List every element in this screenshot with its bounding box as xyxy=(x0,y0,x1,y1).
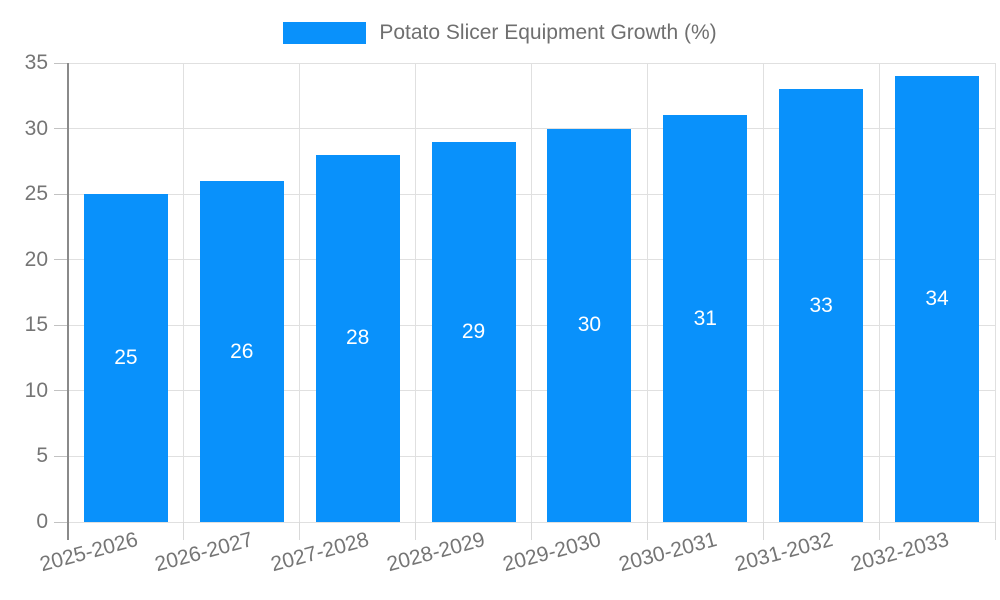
x-tick-mark xyxy=(994,522,996,540)
y-tick-mark xyxy=(54,259,68,261)
bar xyxy=(663,115,748,522)
bar xyxy=(895,76,980,522)
x-tick-label: 2030-2031 xyxy=(616,528,720,577)
y-tick-mark xyxy=(54,62,68,64)
bar-value-label: 25 xyxy=(114,346,138,370)
x-tick-mark xyxy=(646,522,648,540)
y-tick-mark xyxy=(54,324,68,326)
bar-value-label: 31 xyxy=(693,306,717,330)
v-gridline xyxy=(762,63,764,522)
bar xyxy=(547,128,632,522)
x-tick-mark xyxy=(415,522,417,540)
x-tick-label: 2028-2029 xyxy=(384,528,488,577)
x-tick-mark xyxy=(878,522,880,540)
x-tick-label: 2027-2028 xyxy=(268,528,372,577)
x-tick-label: 2026-2027 xyxy=(152,528,256,577)
y-tick-label: 25 xyxy=(24,182,48,206)
x-tick-label: 2031-2032 xyxy=(732,528,836,577)
y-axis-line xyxy=(67,63,69,540)
legend[interactable]: Potato Slicer Equipment Growth (%) xyxy=(0,21,1000,45)
y-tick-label: 15 xyxy=(24,313,48,337)
x-tick-mark xyxy=(183,522,185,540)
bar-value-label: 34 xyxy=(925,287,949,311)
v-gridline xyxy=(531,63,532,522)
y-tick-mark xyxy=(54,193,68,195)
v-gridline xyxy=(183,63,185,522)
x-tick-label: 2025-2026 xyxy=(36,528,140,577)
legend-label: Potato Slicer Equipment Growth (%) xyxy=(379,21,717,44)
y-tick-mark xyxy=(54,521,68,523)
v-gridline xyxy=(299,63,301,522)
y-tick-label: 5 xyxy=(36,444,48,468)
bar-value-label: 28 xyxy=(346,326,370,350)
bar xyxy=(315,154,400,522)
bar-value-label: 26 xyxy=(230,339,254,363)
bar-value-label: 29 xyxy=(461,319,486,343)
legend-swatch-icon xyxy=(283,22,367,44)
y-tick-label: 20 xyxy=(24,247,48,271)
bar xyxy=(779,89,864,522)
bar xyxy=(83,194,168,522)
x-tick-mark xyxy=(299,522,301,540)
bar xyxy=(431,141,516,522)
v-gridline xyxy=(646,63,648,522)
x-tick-label: 2029-2030 xyxy=(500,528,604,577)
y-tick-mark xyxy=(54,390,68,392)
v-gridline xyxy=(878,63,880,522)
v-gridline xyxy=(415,63,417,522)
x-tick-mark xyxy=(531,522,532,540)
x-tick-label: 2032-2033 xyxy=(848,528,952,577)
y-tick-label: 30 xyxy=(24,116,48,140)
y-tick-label: 35 xyxy=(24,51,48,74)
bar-value-label: 33 xyxy=(809,293,833,317)
y-tick-mark xyxy=(54,455,68,457)
y-tick-label: 10 xyxy=(24,378,48,402)
y-tick-mark xyxy=(54,128,68,130)
bar xyxy=(199,181,284,522)
v-gridline xyxy=(994,63,996,522)
bar-value-label: 30 xyxy=(577,313,602,337)
y-tick-label: 0 xyxy=(36,510,48,533)
x-tick-mark xyxy=(762,522,764,540)
